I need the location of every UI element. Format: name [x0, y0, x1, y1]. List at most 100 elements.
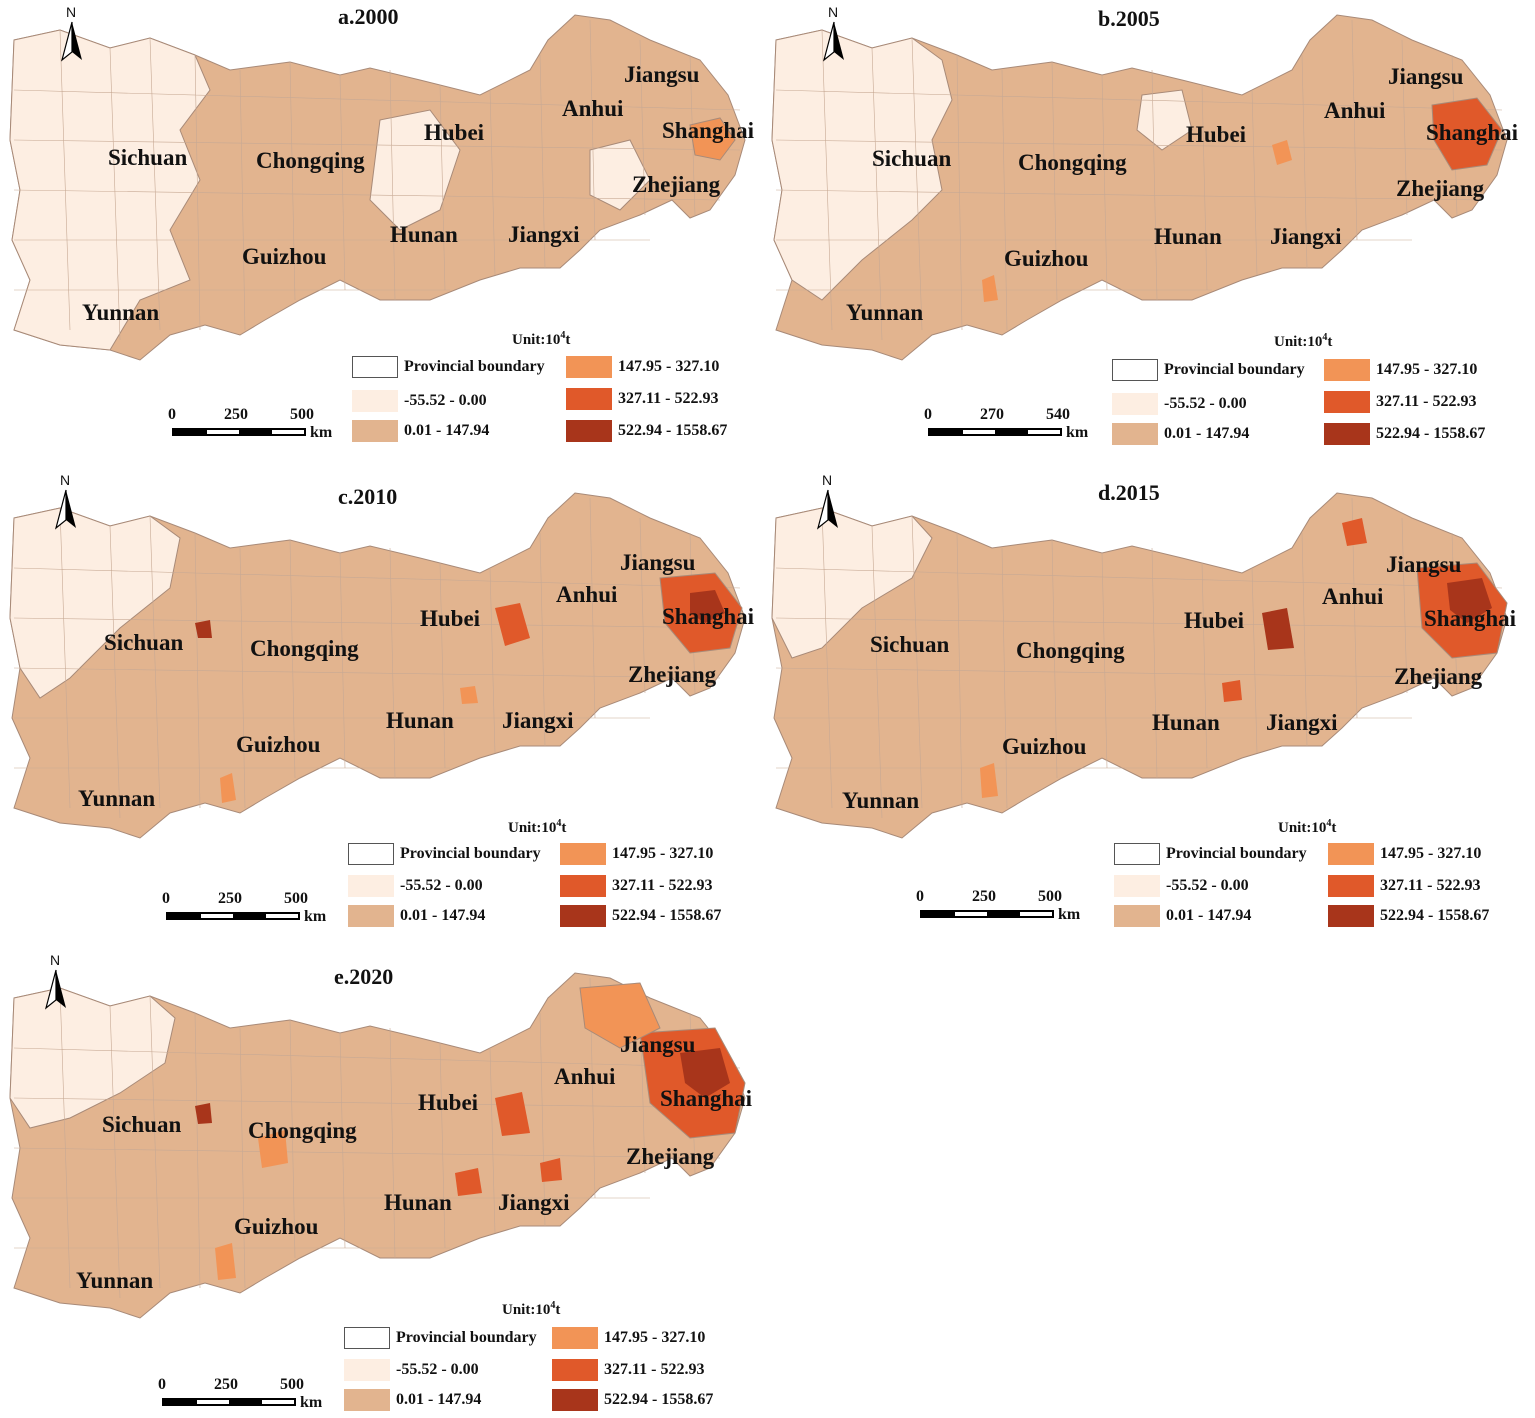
- scale-tick: 0: [168, 406, 176, 423]
- legend-item: 147.95 - 327.10: [1328, 842, 1481, 866]
- legend: Provincial boundary -55.52 - 0.00 0.01 -…: [352, 355, 752, 447]
- province-label-yunnan: Yunnan: [82, 300, 160, 325]
- north-arrow-icon: [816, 489, 838, 530]
- legend-label: 327.11 - 522.93: [612, 877, 713, 894]
- legend-swatch: [1112, 359, 1158, 381]
- province-label-shanghai: Shanghai: [1426, 120, 1519, 145]
- county-lines: [775, 497, 1503, 819]
- region-shape: [771, 492, 1508, 839]
- legend-label: 522.94 - 1558.67: [1380, 907, 1490, 924]
- north-arrow-icon: [54, 489, 76, 530]
- province-label-jiangsu: Jiangsu: [620, 550, 696, 575]
- north-arrow: N: [46, 472, 86, 540]
- unit-label: Unit:104t: [502, 1300, 561, 1318]
- hotspot: [540, 1158, 562, 1182]
- jiangsu-area: [579, 982, 661, 1049]
- legend-label: -55.52 - 0.00: [1164, 395, 1247, 412]
- north-letter: N: [60, 472, 71, 488]
- region-map: [9, 972, 746, 1319]
- scale-bar-graphic: [920, 910, 1054, 918]
- legend-item: 327.11 - 522.93: [552, 1358, 704, 1382]
- north-letter: N: [66, 4, 77, 20]
- legend-item: 0.01 - 147.94: [344, 1388, 481, 1412]
- scale-tick: 0: [916, 888, 924, 905]
- province-label-jiangxi: Jiangxi: [502, 708, 574, 733]
- legend-label: 147.95 - 327.10: [618, 358, 720, 375]
- scale-tick: 250: [214, 1376, 238, 1393]
- north-letter: N: [50, 952, 61, 968]
- legend-label: Provincial boundary: [400, 845, 541, 862]
- north-letter: N: [822, 472, 833, 488]
- province-label-guizhou: Guizhou: [242, 244, 327, 269]
- scale-tick: 500: [280, 1376, 304, 1393]
- shanghai-core: [680, 1048, 730, 1098]
- legend-item: Provincial boundary: [348, 842, 541, 866]
- province-label-hubei: Hubei: [420, 606, 481, 631]
- shanghai-area: [1431, 97, 1503, 171]
- province-label-yunnan: Yunnan: [78, 786, 156, 811]
- legend-label: 0.01 - 147.94: [1164, 425, 1250, 442]
- legend-item: 147.95 - 327.10: [566, 355, 719, 379]
- legend-item: Provincial boundary: [1112, 358, 1305, 382]
- legend-swatch: [344, 1359, 390, 1381]
- scale-tick: 500: [284, 890, 308, 907]
- scale-unit: km: [300, 1394, 323, 1411]
- north-arrow: N: [52, 4, 92, 72]
- legend-label: 522.94 - 1558.67: [1376, 425, 1486, 442]
- province-label-hunan: Hunan: [390, 222, 458, 247]
- legend-item: 522.94 - 1558.67: [560, 904, 721, 928]
- map-panel-2005: N b.2005 Sichuan Chongqing Hubei Anhui J…: [762, 0, 1522, 455]
- legend-item: 522.94 - 1558.67: [552, 1388, 713, 1412]
- hotspot: [460, 686, 478, 704]
- unit-label: Unit:104t: [1274, 332, 1333, 350]
- province-label-yunnan: Yunnan: [842, 788, 920, 813]
- province-label-sichuan: Sichuan: [108, 145, 188, 170]
- legend-item: -55.52 - 0.00: [352, 389, 487, 413]
- legend-swatch: [552, 1359, 598, 1381]
- panel-title: c.2010: [338, 484, 398, 509]
- province-label-chongqing: Chongqing: [248, 1118, 357, 1143]
- legend-swatch: [1324, 391, 1370, 413]
- province-label-zhejiang: Zhejiang: [632, 172, 721, 197]
- legend-swatch: [560, 905, 606, 927]
- legend-item: 522.94 - 1558.67: [1328, 904, 1489, 928]
- scale-tick: 0: [924, 406, 932, 423]
- shanghai-core: [690, 590, 725, 623]
- legend-label: Provincial boundary: [1166, 845, 1307, 862]
- legend-swatch: [1114, 843, 1160, 865]
- province-label-jiangxi: Jiangxi: [498, 1190, 570, 1215]
- province-label-jiangxi: Jiangxi: [1266, 710, 1338, 735]
- county-lines: [13, 977, 741, 1299]
- region-shape: [9, 972, 746, 1319]
- province-label-hubei: Hubei: [418, 1090, 479, 1115]
- legend-swatch: [348, 875, 394, 897]
- legend-swatch: [1324, 423, 1370, 445]
- legend-item: 147.95 - 327.10: [552, 1326, 705, 1350]
- province-label-jiangxi: Jiangxi: [1270, 224, 1342, 249]
- north-arrow: N: [36, 952, 76, 1020]
- province-label-jiangsu: Jiangsu: [624, 62, 700, 87]
- legend-label: -55.52 - 0.00: [404, 392, 487, 409]
- unit-label: Unit:104t: [508, 818, 567, 836]
- legend-label: 0.01 - 147.94: [396, 1391, 482, 1408]
- province-label-anhui: Anhui: [1322, 584, 1384, 609]
- region-map: [771, 14, 1508, 361]
- map-panel-2015: N d.2015 Sichuan Chongqing Hubei Anhui J…: [762, 472, 1522, 934]
- legend-item: -55.52 - 0.00: [348, 874, 483, 898]
- province-label-hubei: Hubei: [1186, 122, 1247, 147]
- legend-swatch: [1112, 423, 1158, 445]
- scale-bar: 0 270 540 km: [924, 406, 1098, 446]
- province-label-jiangsu: Jiangsu: [620, 1032, 696, 1057]
- hotspot: [982, 275, 998, 302]
- legend-label: 0.01 - 147.94: [1166, 907, 1252, 924]
- legend: Provincial boundary -55.52 - 0.00 0.01 -…: [1114, 842, 1514, 934]
- unit-label: Unit:104t: [512, 330, 571, 348]
- legend-label: 522.94 - 1558.67: [604, 1391, 714, 1408]
- legend-label: 147.95 - 327.10: [1376, 361, 1478, 378]
- hotspot: [220, 773, 236, 803]
- legend-label: 147.95 - 327.10: [604, 1329, 706, 1346]
- county-lines: [13, 19, 741, 341]
- hotspot: [495, 1092, 530, 1136]
- province-label-zhejiang: Zhejiang: [1394, 664, 1483, 689]
- region-map: [9, 492, 746, 839]
